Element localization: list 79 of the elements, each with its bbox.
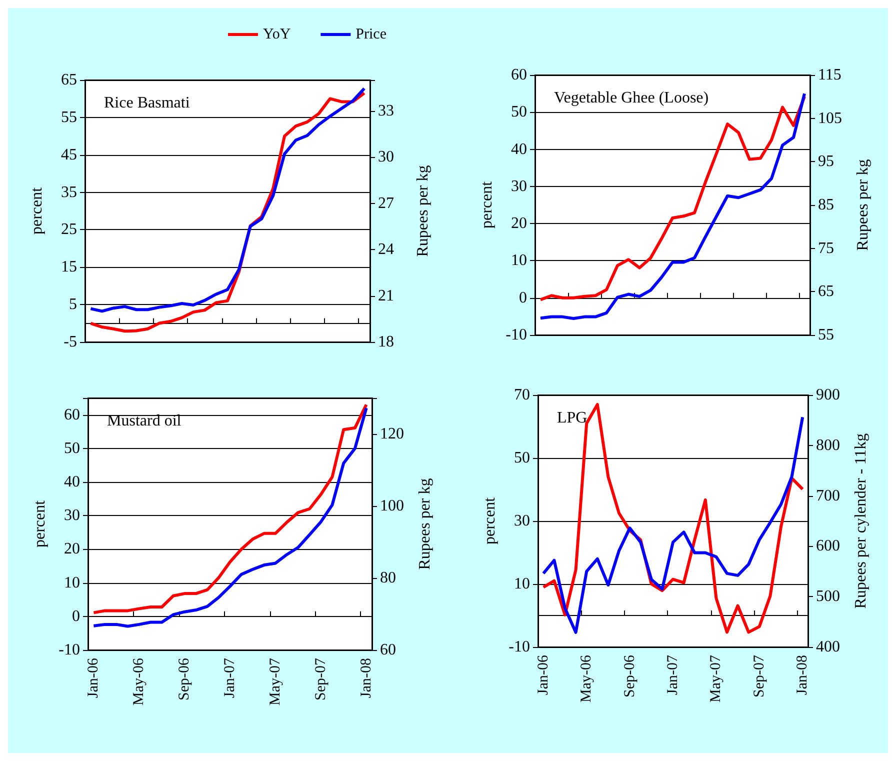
- y2-tick-label: 800: [816, 436, 840, 454]
- y-axis-title: percent: [482, 496, 498, 545]
- x-tick-label: Jan-08: [794, 655, 811, 695]
- y2-tick-label: 100: [380, 498, 404, 514]
- y2-tick-label: 27: [378, 194, 394, 212]
- x-tick-label: Sep-07: [312, 658, 329, 700]
- y2-tick-label: 95: [818, 153, 834, 170]
- y-tick-label: 50: [511, 104, 527, 121]
- y2-axis-title: Rupees per kg: [854, 159, 872, 251]
- y-tick-label: -10: [506, 326, 527, 344]
- y-tick-label: 60: [64, 406, 80, 424]
- x-tick-label: Sep-07: [751, 654, 768, 698]
- y-tick-label: 40: [511, 140, 527, 158]
- y2-tick-label: 33: [378, 102, 394, 120]
- y-tick-label: -10: [508, 638, 530, 656]
- y2-axis-title: Rupees per kg: [416, 478, 434, 570]
- y-tick-label: -5: [64, 334, 77, 350]
- y2-tick-label: 75: [818, 240, 834, 257]
- y-tick-label: 10: [64, 574, 80, 592]
- x-tick-label: Jan-06: [86, 658, 102, 698]
- y2-tick-label: 24: [378, 241, 394, 258]
- y-tick-label: 60: [511, 66, 527, 84]
- y-tick-label: 35: [61, 184, 77, 201]
- y2-axis-title: Rupees per kg: [414, 165, 432, 257]
- legend-label: YoY: [263, 26, 291, 42]
- x-tick-label: May-06: [131, 658, 148, 706]
- y-tick-label: 20: [511, 215, 527, 232]
- x-tick-label: Sep-06: [176, 658, 193, 700]
- y-tick-label: 0: [72, 608, 80, 625]
- y-tick-label: 45: [61, 146, 77, 164]
- y-tick-label: 30: [511, 178, 527, 195]
- x-tick-label: May-07: [708, 654, 724, 702]
- legend-label: Price: [356, 26, 387, 42]
- y2-axis-title: Rupees per cylender - 11kg: [852, 433, 870, 609]
- y-tick-label: 20: [64, 540, 80, 558]
- y-tick-label: 15: [61, 258, 77, 276]
- y2-tick-label: 18: [378, 334, 394, 350]
- x-tick-label: Jan-07: [222, 658, 238, 698]
- y-tick-label: 70: [514, 386, 530, 404]
- y-tick-label: 30: [514, 512, 530, 530]
- y2-tick-label: 30: [378, 148, 394, 166]
- y-axis-title: percent: [32, 500, 48, 548]
- y2-tick-label: 700: [816, 487, 840, 504]
- text: LPG: [557, 410, 588, 426]
- y-axis-title: percent: [478, 180, 496, 229]
- y2-tick-label: 85: [818, 196, 834, 214]
- y-tick-label: 50: [514, 450, 530, 466]
- y-tick-label: 55: [61, 108, 77, 126]
- y-tick-label: 5: [69, 296, 77, 314]
- text: Rice Basmati: [104, 94, 190, 112]
- y2-tick-label: 900: [816, 386, 840, 404]
- x-tick-label: Jan-08: [358, 658, 374, 698]
- y2-tick-label: 55: [818, 326, 834, 344]
- y2-tick-label: 80: [380, 570, 396, 586]
- x-tick-label: May-06: [578, 654, 595, 702]
- y-tick-label: 40: [64, 474, 80, 490]
- x-tick-label: Jan-06: [535, 654, 552, 695]
- y-tick-label: 25: [61, 221, 77, 238]
- y2-tick-label: 115: [818, 66, 842, 84]
- x-tick-label: Jan-07: [665, 654, 681, 695]
- y-tick-label: 10: [511, 252, 527, 270]
- y-tick-label: 30: [64, 507, 80, 524]
- y-axis-title: percent: [28, 186, 46, 235]
- x-tick-label: May-07: [267, 658, 284, 706]
- y2-tick-label: 65: [818, 283, 834, 300]
- y-tick-label: 0: [519, 289, 527, 306]
- x-tick-label: Sep-06: [622, 654, 638, 698]
- y2-tick-label: 500: [816, 588, 840, 606]
- y2-tick-label: 21: [378, 287, 394, 304]
- y2-tick-label: 400: [816, 638, 840, 656]
- y-tick-label: 50: [64, 440, 80, 457]
- y2-tick-label: 105: [818, 110, 842, 127]
- y-tick-label: 65: [61, 72, 77, 88]
- y2-tick-label: 600: [816, 538, 840, 555]
- y2-tick-label: 120: [380, 426, 404, 442]
- y-tick-label: 10: [514, 576, 530, 592]
- text: Vegetable Ghee (Loose): [554, 90, 709, 106]
- y2-tick-label: 60: [380, 642, 396, 658]
- y-tick-label: -10: [58, 642, 80, 658]
